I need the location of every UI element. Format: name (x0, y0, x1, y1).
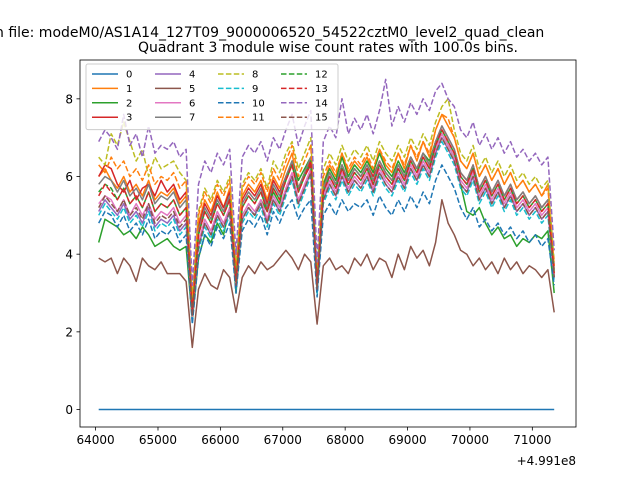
legend-label-13: 13 (315, 84, 328, 95)
legend-label-2: 2 (126, 98, 132, 109)
series-line-13 (98, 129, 555, 314)
legend-label-14: 14 (315, 98, 328, 109)
legend-label-6: 6 (189, 98, 195, 109)
x-tick-label: 66000 (201, 433, 239, 447)
legend-label-9: 9 (252, 84, 258, 95)
y-tick-label: 8 (65, 92, 73, 106)
legend-label-0: 0 (126, 70, 132, 81)
x-offset-label: +4.991e8 (517, 454, 576, 468)
chart-suptitle: n file: modeM0/AS1A14_127T09_9000006520_… (0, 25, 544, 41)
y-tick-label: 2 (65, 325, 73, 339)
legend-box (85, 63, 339, 131)
series-line-9 (98, 140, 555, 321)
axes-frame (79, 59, 577, 428)
legend-label-7: 7 (189, 113, 195, 124)
legend-label-12: 12 (315, 70, 328, 81)
series-line-7 (98, 125, 555, 310)
series-line-5 (98, 199, 555, 349)
y-tick-label: 0 (65, 403, 73, 417)
x-tick-label: 69000 (388, 433, 426, 447)
series-line-15 (98, 136, 555, 318)
y-tick-label: 6 (65, 170, 73, 184)
x-tick-label: 64000 (77, 433, 115, 447)
chart-title: Quadrant 3 module wise count rates with … (138, 40, 518, 56)
series-line-14 (98, 78, 555, 286)
x-tick-label: 71000 (513, 433, 551, 447)
x-tick-label: 70000 (451, 433, 489, 447)
series-line-11 (98, 113, 555, 302)
plot-area: 64000 65000 66000 67000 68000 69000 70000 71000… (65, 59, 577, 468)
x-tick-label: 65000 (139, 433, 177, 447)
series-line-6 (98, 133, 555, 318)
series-line-10 (98, 164, 555, 325)
legend-label-10: 10 (252, 98, 265, 109)
x-tick-label: 68000 (326, 433, 364, 447)
legend-label-4: 4 (189, 70, 195, 81)
legend-label-3: 3 (126, 113, 132, 124)
legend-label-15: 15 (315, 113, 328, 124)
legend-label-5: 5 (189, 84, 195, 95)
legend-label-8: 8 (252, 70, 258, 81)
legend-label-1: 1 (126, 84, 132, 95)
x-tick-label: 67000 (264, 433, 302, 447)
y-tick-label: 4 (65, 248, 73, 262)
legend-label-11: 11 (252, 113, 265, 124)
series-line-2 (97, 133, 555, 321)
